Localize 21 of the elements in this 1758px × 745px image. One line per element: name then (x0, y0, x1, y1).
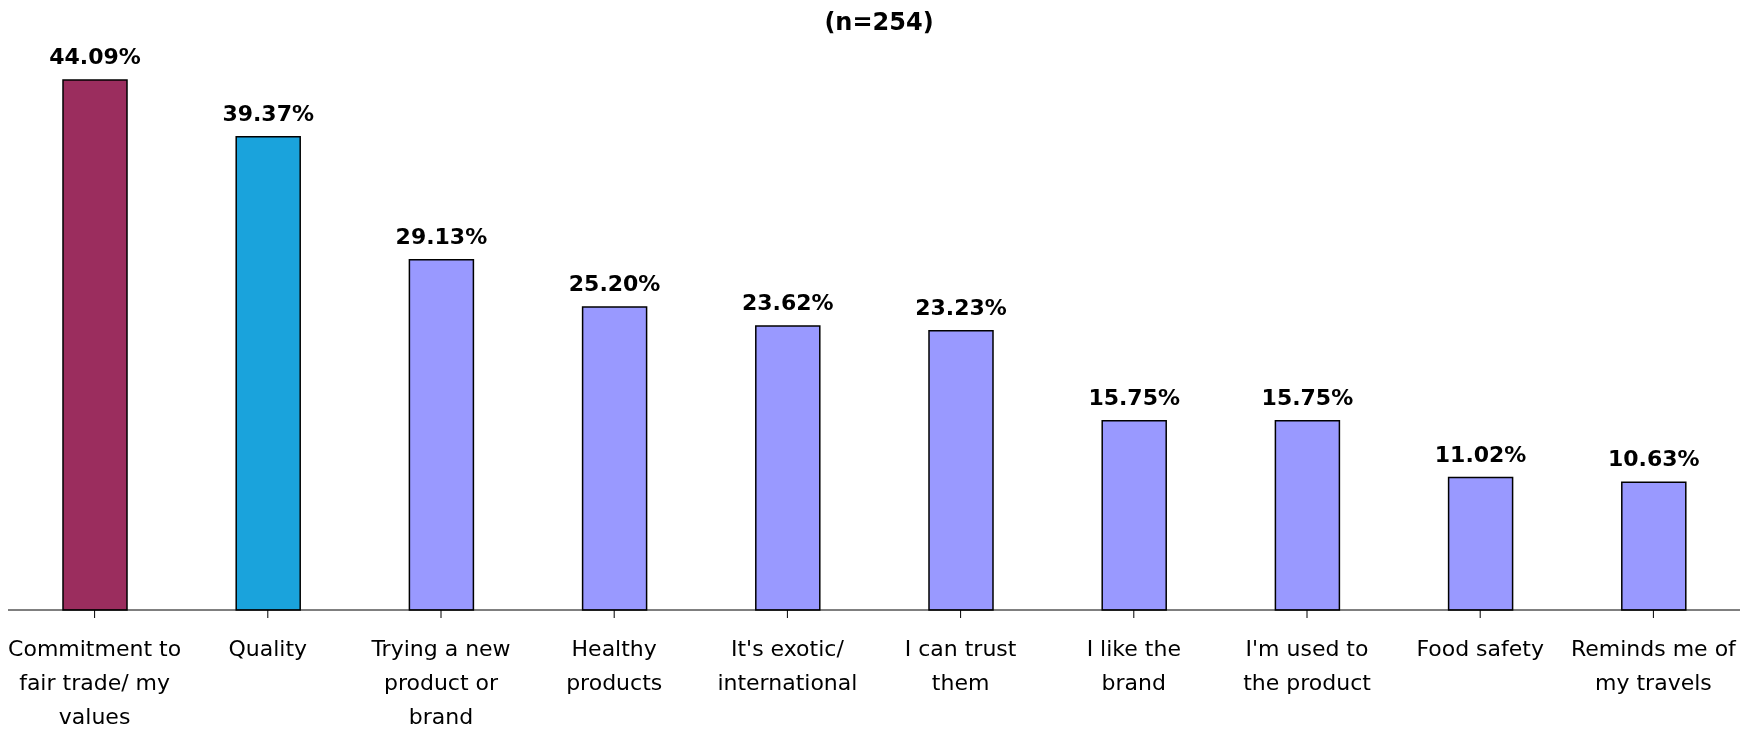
x-tick-label: I like the brand (1086, 636, 1181, 695)
data-label: 29.13% (395, 223, 488, 249)
data-label: 23.23% (915, 294, 1007, 320)
data-label: 25.20% (568, 271, 661, 297)
data-label: 15.75% (1088, 384, 1181, 410)
x-tick-label: Food safety (1416, 636, 1545, 661)
data-label: 15.75% (1261, 384, 1354, 410)
chart-title: (n=254) (823, 8, 935, 38)
x-tick-label: Reminds me of my travels (1570, 636, 1738, 695)
data-label: 23.62% (741, 290, 834, 316)
x-tick-label: Trying a new product or brand (370, 636, 511, 729)
x-tick-label: Quality (228, 636, 308, 661)
data-label: 10.63% (1607, 446, 1700, 472)
x-tick-label: I can trust them (904, 636, 1017, 695)
data-label: 44.09% (49, 44, 141, 69)
x-tick-label: I'm used to the product (1243, 636, 1372, 695)
x-tick-label: It's exotic/ international (717, 636, 858, 695)
data-label: 39.37% (222, 100, 315, 126)
data-label: 11.02% (1434, 441, 1527, 467)
x-tick-label: Healthy products (566, 636, 663, 695)
x-tick-label: Commitment to fair trade/ my values (8, 636, 182, 729)
